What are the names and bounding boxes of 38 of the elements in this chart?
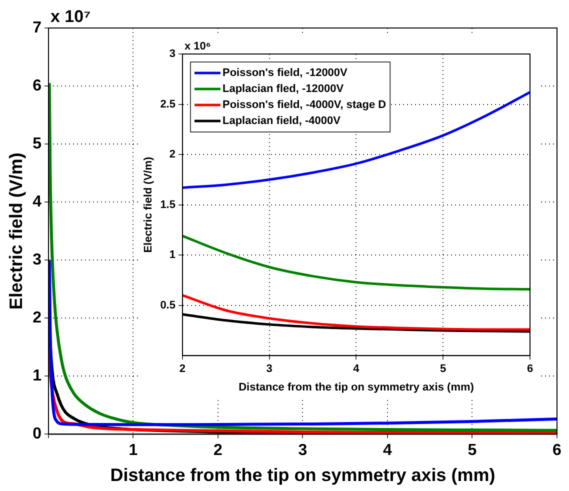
line-series	[48, 82, 557, 432]
x-tick-label: 3	[266, 363, 272, 376]
line-series	[48, 258, 557, 426]
legend-label: Laplacian fled, -12000V	[222, 83, 344, 96]
y-tick-label: 0	[32, 426, 42, 443]
x-axis-title: Distance from the tip on symmetry axis (mm)	[110, 465, 496, 486]
x-tick-label: 4	[353, 363, 360, 376]
legend-label: Poisson's field, -12000V	[222, 67, 348, 80]
x-tick-label: 2	[179, 363, 186, 376]
y-tick-label: 6	[32, 77, 42, 94]
y-tick-label: 4	[32, 193, 42, 210]
x-tick-label: 5	[468, 442, 477, 460]
y-tick-label: 0.5	[160, 299, 176, 312]
y-tick-label: 3	[169, 48, 176, 60]
legend-label: Laplacian field, -4000V	[222, 115, 342, 128]
x-tick-label: 5	[440, 363, 446, 376]
y-tick-label: 1	[169, 249, 176, 262]
y-axis-title: Electric field (V/m)	[142, 156, 155, 253]
legend-label: Poisson's field, -4000V, stage D	[222, 99, 386, 112]
y-tick-label: 5	[32, 135, 42, 152]
y-tick-label: 2	[32, 310, 42, 327]
line-series	[182, 294, 530, 331]
x-tick-label: 3	[298, 442, 308, 460]
y-tick-label: 2	[169, 148, 176, 161]
x-tick-label: 1	[128, 442, 138, 460]
x-tick-label: 4	[383, 442, 392, 460]
y-tick-label: 7	[32, 19, 42, 36]
x-tick-label: 6	[552, 442, 562, 460]
line-series	[182, 234, 530, 290]
x-tick-label: 2	[214, 442, 223, 460]
text: x 10⁷	[50, 7, 91, 26]
y-tick-label: 2.5	[160, 98, 176, 110]
y-tick-label: 3	[32, 252, 42, 269]
annotation: x 10⁶	[184, 40, 211, 53]
x-tick-label: 6	[526, 363, 534, 376]
y-axis-title: Electric field (V/m)	[6, 152, 26, 310]
x-axis-title: Distance from the tip on symmetry axis (mm)	[238, 381, 474, 394]
y-tick-label: 1.5	[160, 198, 176, 211]
